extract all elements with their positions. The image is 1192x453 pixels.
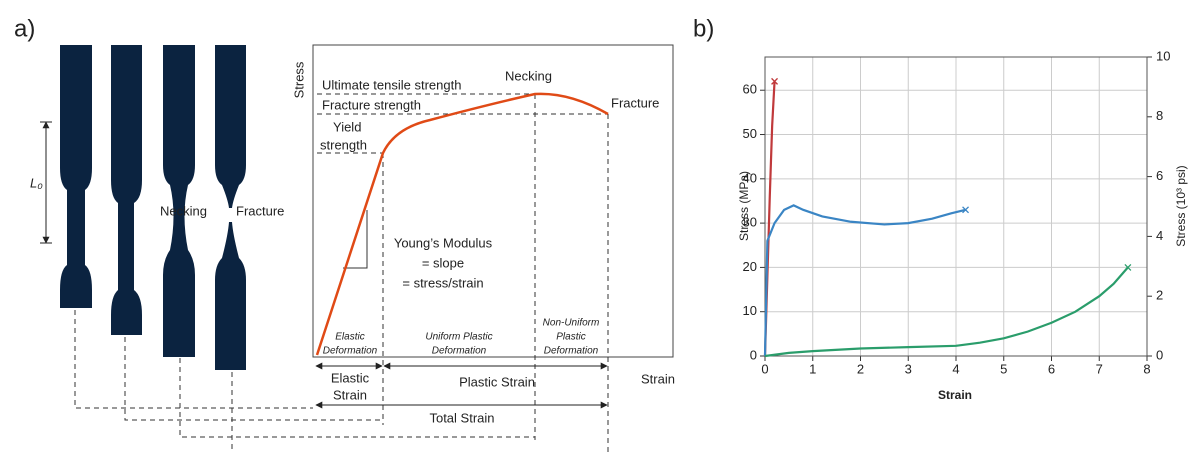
x-tick-label: 3 bbox=[905, 361, 912, 376]
strain-label: Total Strain bbox=[429, 410, 494, 425]
region-label: Plastic bbox=[556, 332, 585, 343]
y-tick-label: 10 bbox=[743, 303, 757, 318]
region-label: Elastic bbox=[335, 332, 364, 343]
y2-axis-label: Stress (10³ psi) bbox=[1174, 165, 1188, 246]
region-label: Deformation bbox=[323, 346, 378, 357]
x-tick-label: 8 bbox=[1143, 361, 1150, 376]
x-tick-label: 6 bbox=[1048, 361, 1055, 376]
x-tick-label: 1 bbox=[809, 361, 816, 376]
y2-tick-label: 2 bbox=[1156, 288, 1163, 303]
x-tick-label: 5 bbox=[1000, 361, 1007, 376]
y-tick-label: 30 bbox=[743, 215, 757, 230]
y2-tick-label: 10 bbox=[1156, 48, 1170, 63]
modulus-label: = stress/strain bbox=[402, 275, 483, 290]
strain-label: Plastic Strain bbox=[459, 374, 535, 389]
region-label: Deformation bbox=[432, 346, 487, 357]
y-axis-label: Stress (MPa) bbox=[737, 171, 751, 241]
y2-tick-label: 4 bbox=[1156, 228, 1163, 243]
series-line bbox=[764, 266, 1129, 358]
axis-label: Stress bbox=[291, 61, 306, 98]
panel-label: b) bbox=[693, 15, 714, 42]
curve-label: Necking bbox=[505, 68, 552, 83]
series-line bbox=[763, 204, 966, 357]
modulus-label: = slope bbox=[422, 255, 464, 270]
y-tick-label: 60 bbox=[743, 82, 757, 97]
strain-label: Strain bbox=[333, 387, 367, 402]
x-tick-label: 4 bbox=[952, 361, 959, 376]
specimens bbox=[60, 45, 246, 370]
region-label: Non-Uniform bbox=[543, 318, 600, 329]
chart: Strain Stress (MPa) Stress (10³ psi) 010… bbox=[737, 48, 1188, 402]
y-tick-label: 40 bbox=[743, 170, 757, 185]
strain-label: Elastic bbox=[331, 370, 370, 385]
y2-tick-label: 8 bbox=[1156, 108, 1163, 123]
curve-label: Fracture bbox=[611, 95, 659, 110]
curve-label: Fracture strength bbox=[322, 97, 421, 112]
end-marker bbox=[771, 77, 779, 85]
panel-label: a) bbox=[14, 15, 35, 42]
modulus-label: Young’s Modulus bbox=[394, 235, 493, 250]
x-tick-label: 7 bbox=[1096, 361, 1103, 376]
y2-tick-label: 6 bbox=[1156, 168, 1163, 183]
x-tick-label: 0 bbox=[761, 361, 768, 376]
end-marker bbox=[962, 206, 970, 214]
region-label: Deformation bbox=[544, 346, 599, 357]
y-tick-label: 50 bbox=[743, 126, 757, 141]
stress-curve bbox=[315, 92, 609, 356]
y2-tick-label: 0 bbox=[1156, 347, 1163, 362]
y-tick-label: 0 bbox=[750, 347, 757, 362]
plot-frame bbox=[312, 44, 674, 358]
curve-label: Yield bbox=[333, 119, 361, 134]
specimen-label: Necking bbox=[160, 203, 207, 218]
y-tick-label: 20 bbox=[743, 259, 757, 274]
plot-frame bbox=[764, 56, 1148, 357]
specimen-label: Fracture bbox=[236, 203, 284, 218]
curve-label: Ultimate tensile strength bbox=[322, 77, 461, 92]
gauge-label: L₀ bbox=[30, 175, 43, 190]
end-marker bbox=[1124, 263, 1132, 271]
x-tick-label: 2 bbox=[857, 361, 864, 376]
axis-label: Strain bbox=[641, 371, 675, 386]
curve-label: strength bbox=[320, 137, 367, 152]
x-axis-label: Strain bbox=[938, 388, 972, 402]
region-label: Uniform Plastic bbox=[425, 332, 492, 343]
